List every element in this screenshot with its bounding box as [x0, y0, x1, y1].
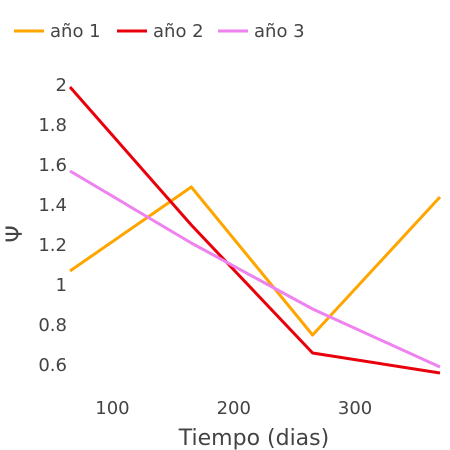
- x-tick-label: 200: [217, 398, 251, 419]
- y-axis-ticks: 0.6 0.8 1 1.2 1.4 1.6 1.8 2: [38, 75, 67, 376]
- x-axis-ticks: 100 200 300: [95, 398, 372, 419]
- y-tick-label: 1: [56, 275, 67, 296]
- series-line-2[interactable]: [68, 86, 441, 375]
- plot-area: [68, 86, 442, 375]
- y-tick-label: 2: [56, 75, 67, 96]
- legend-label-3[interactable]: año 3: [254, 21, 305, 42]
- y-tick-label: 0.8: [38, 315, 67, 336]
- series-line-3[interactable]: [69, 169, 441, 369]
- y-tick-label: 1.8: [38, 115, 67, 136]
- y-tick-label: 1.2: [38, 235, 67, 256]
- series-line-1[interactable]: [69, 185, 442, 337]
- y-tick-label: 1.4: [38, 195, 67, 216]
- legend[interactable]: año 1 año 2 año 3: [14, 21, 305, 42]
- x-tick-label: 100: [95, 398, 129, 419]
- legend-label-2[interactable]: año 2: [153, 21, 204, 42]
- legend-label-1[interactable]: año 1: [50, 21, 101, 42]
- y-axis-title: Ψ: [3, 225, 28, 242]
- x-tick-label: 300: [338, 398, 372, 419]
- y-tick-label: 0.6: [38, 355, 67, 376]
- y-tick-label: 1.6: [38, 155, 67, 176]
- x-axis-title: Tiempo (dias): [178, 426, 329, 450]
